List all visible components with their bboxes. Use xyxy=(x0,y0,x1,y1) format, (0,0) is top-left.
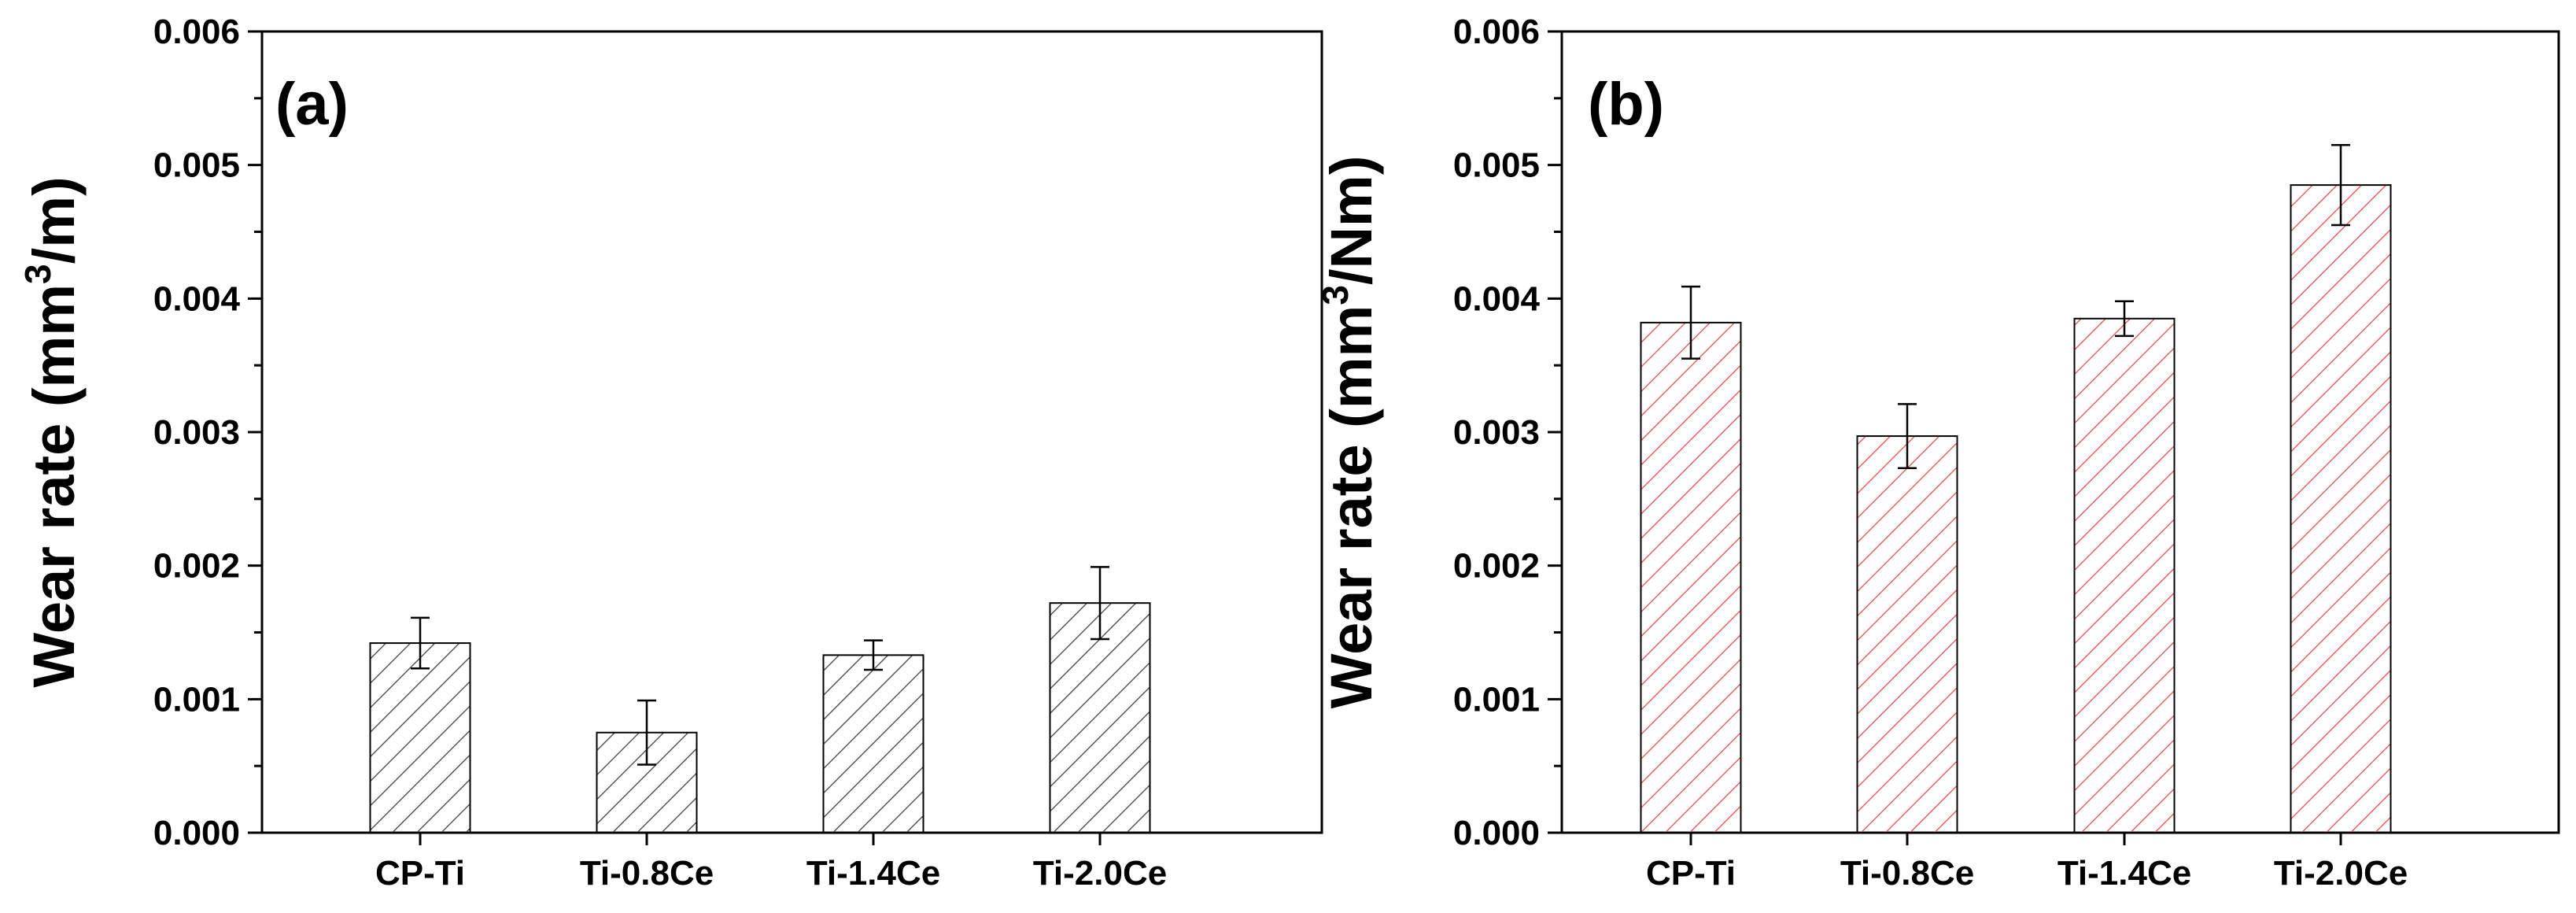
panel-b-bar xyxy=(1640,321,1742,834)
panel-b-y-label-prefix: Wear rate (mm xyxy=(1319,305,1384,709)
panel-a-x-tick-labels: CP-Ti Ti-0.8Ce Ti-1.4Ce Ti-2.0Ce xyxy=(375,833,1167,893)
panel-a-y-label-sup: 3 xyxy=(17,264,58,284)
panel-b-y-label-sup: 3 xyxy=(1315,285,1356,305)
panel-a-y-ticks: 0.000 0.001 0.002 0.003 0.004 0.005 0.006 xyxy=(153,13,262,852)
panel-b-y-tick-label: 0.002 xyxy=(1453,547,1540,586)
panel-a-bar xyxy=(369,642,471,834)
panel-b-y-tick-label: 0.003 xyxy=(1453,413,1540,452)
panel-b-bar xyxy=(2290,184,2392,834)
panel-b-bar xyxy=(2073,317,2176,834)
panel-a-bar xyxy=(822,654,924,834)
panel-a-y-tick-label: 0.003 xyxy=(153,413,240,452)
panel-b-y-tick-label: 0.005 xyxy=(1453,146,1540,185)
panel-b-x-tick-label: Ti-1.4Ce xyxy=(2057,854,2191,893)
panel-a-x-tick-label: Ti-0.8Ce xyxy=(580,854,714,893)
panel-a-y-tick-label: 0.001 xyxy=(153,680,240,719)
panel-a-y-tick-label: 0.000 xyxy=(153,814,240,852)
panel-b-x-tick-label: Ti-0.8Ce xyxy=(1840,854,1974,893)
panel-a-bar xyxy=(1049,602,1151,834)
panel-a-y-label-prefix: Wear rate (mm xyxy=(21,284,87,688)
panel-b-bars xyxy=(1640,143,2392,834)
panel-a-bars xyxy=(369,566,1151,834)
panel-b-bar xyxy=(1856,435,1958,834)
panel-b-x-tick-label: Ti-2.0Ce xyxy=(2274,854,2408,893)
panel-b-x-tick-label: CP-Ti xyxy=(1646,854,1736,893)
panel-a: (a) Wear rate (mm3/m) 0.0000.0010.0020.0… xyxy=(17,13,1323,893)
panel-a-x-tick-label: CP-Ti xyxy=(375,854,465,893)
panel-b: (b) Wear rate (mm3/Nm) 0.0000.0010.0020.… xyxy=(1315,13,2560,893)
panel-b-y-tick-label: 0.006 xyxy=(1453,13,1540,51)
panel-a-y-axis-label: Wear rate (mm3/m) xyxy=(17,176,87,687)
panel-a-y-tick-label: 0.002 xyxy=(153,547,240,586)
panel-b-y-tick-label: 0.004 xyxy=(1453,279,1541,318)
panel-b-y-tick-label: 0.001 xyxy=(1453,680,1540,719)
panel-b-y-ticks: 0.000 0.001 0.002 0.003 0.004 0.005 0.006 xyxy=(1453,13,1562,852)
panel-a-x-tick-label: Ti-1.4Ce xyxy=(806,854,940,893)
panel-a-y-tick-label: 0.004 xyxy=(153,279,241,318)
panel-b-y-label-suffix: /Nm) xyxy=(1319,156,1384,285)
panel-a-label: (a) xyxy=(275,71,349,138)
panel-a-y-tick-label: 0.006 xyxy=(153,13,240,51)
panel-b-y-tick-label: 0.000 xyxy=(1453,814,1540,852)
panel-a-y-tick-label: 0.005 xyxy=(153,146,240,185)
panel-a-x-tick-label: Ti-2.0Ce xyxy=(1033,854,1167,893)
panel-b-x-tick-labels: CP-Ti Ti-0.8Ce Ti-1.4Ce Ti-2.0Ce xyxy=(1646,833,2408,893)
panel-b-label: (b) xyxy=(1588,71,1664,138)
panel-a-y-label-suffix: /m) xyxy=(21,176,87,264)
panel-b-y-axis-label: Wear rate (mm3/Nm) xyxy=(1315,156,1384,709)
